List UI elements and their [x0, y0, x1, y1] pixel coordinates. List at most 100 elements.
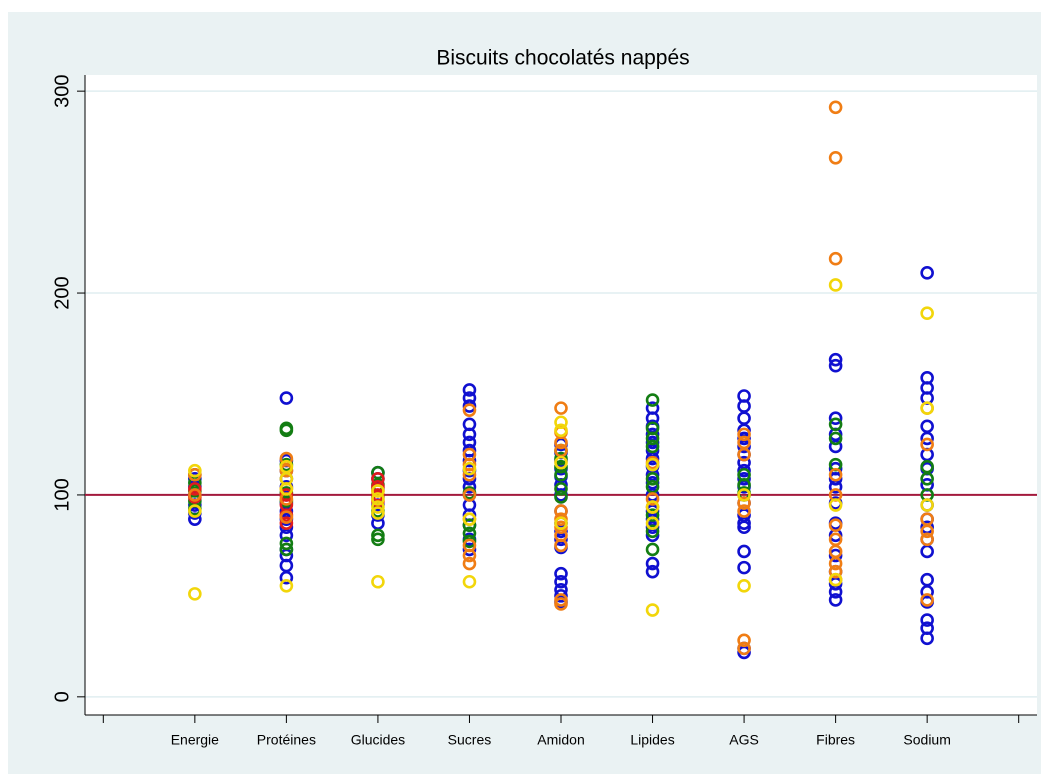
- x-tick-label: Glucides: [351, 732, 405, 748]
- data-point: [645, 435, 660, 450]
- data-point: [462, 383, 477, 397]
- plot-area: [85, 75, 1037, 715]
- data-point: [188, 467, 202, 482]
- data-point: [554, 589, 568, 603]
- data-point: [828, 532, 843, 547]
- data-point: [462, 443, 477, 458]
- data-point: [188, 463, 202, 478]
- data-point: [737, 435, 751, 450]
- data-point: [737, 463, 751, 478]
- data-point: [645, 542, 660, 557]
- data-point: [554, 520, 568, 535]
- data-point: [371, 506, 385, 520]
- data-point: [737, 471, 751, 486]
- data-point: [737, 431, 751, 446]
- data-point: [828, 417, 843, 432]
- data-point: [920, 498, 934, 512]
- data-point: [828, 498, 843, 512]
- x-tick-label: Sucres: [448, 732, 492, 748]
- data-point: [828, 150, 843, 165]
- data-point: [279, 451, 294, 466]
- data-point: [554, 451, 568, 466]
- data-point: [554, 415, 568, 430]
- data-point: [828, 572, 843, 587]
- data-point: [828, 461, 843, 476]
- data-point: [188, 482, 202, 496]
- data-point: [371, 574, 385, 589]
- x-tick-label: Lipides: [630, 732, 674, 748]
- y-tick-label: 100: [51, 478, 73, 511]
- data-point: [279, 536, 294, 551]
- data-point: [645, 500, 660, 514]
- data-point: [645, 524, 660, 539]
- x-tick-label: Sodium: [903, 732, 950, 748]
- data-point: [645, 556, 660, 571]
- data-point: [188, 587, 202, 601]
- data-point: [828, 548, 843, 563]
- data-point: [554, 401, 568, 415]
- data-point: [920, 419, 934, 434]
- data-point: [554, 490, 568, 504]
- data-point: [279, 391, 294, 405]
- data-point: [737, 488, 751, 502]
- x-tick-label: Fibres: [816, 732, 855, 748]
- data-point: [462, 403, 477, 417]
- data-point: [828, 411, 843, 426]
- chart-title: Biscuits chocolatés nappés: [436, 47, 689, 70]
- data-point: [371, 492, 385, 506]
- data-point: [920, 572, 934, 587]
- data-point: [462, 512, 477, 526]
- y-tick-label: 0: [51, 691, 73, 702]
- data-point: [920, 593, 934, 607]
- data-point: [920, 621, 934, 635]
- x-tick-label: Energie: [171, 732, 219, 748]
- data-point: [554, 516, 568, 531]
- data-point: [371, 465, 385, 480]
- y-tick-label: 300: [51, 74, 73, 107]
- data-point: [279, 488, 294, 502]
- data-point: [462, 556, 477, 571]
- data-point: [462, 447, 477, 462]
- data-point: [920, 401, 934, 415]
- data-point: [828, 100, 843, 115]
- data-point: [462, 574, 477, 589]
- data-point: [371, 532, 385, 547]
- data-point: [188, 504, 202, 518]
- data-point: [828, 564, 843, 579]
- data-point: [279, 510, 294, 524]
- data-point: [737, 560, 751, 575]
- data-point: [279, 421, 294, 436]
- data-point: [279, 542, 294, 557]
- data-point: [645, 516, 660, 531]
- data-point: [645, 508, 660, 522]
- data-point: [828, 593, 843, 607]
- data-point: [645, 603, 660, 617]
- data-point: [828, 518, 843, 533]
- data-point: [737, 641, 751, 656]
- data-point: [645, 439, 660, 454]
- data-point: [462, 399, 477, 413]
- x-tick-label: Amidon: [537, 732, 584, 748]
- data-point: [737, 544, 751, 559]
- data-point: [462, 461, 477, 476]
- data-point: [737, 633, 751, 648]
- data-point: [828, 358, 843, 373]
- data-point: [828, 431, 843, 446]
- data-point: [554, 423, 568, 438]
- data-point: [737, 427, 751, 442]
- data-point: [645, 564, 660, 579]
- data-point: [645, 471, 660, 486]
- data-point: [645, 393, 660, 407]
- data-point: [462, 534, 477, 549]
- data-point: [645, 421, 660, 436]
- data-point: [645, 457, 660, 472]
- data-point: [737, 578, 751, 593]
- data-point: [554, 593, 568, 607]
- data-point: [920, 306, 934, 321]
- x-tick-label: AGS: [729, 732, 759, 748]
- data-point: [828, 352, 843, 367]
- data-point: [828, 278, 843, 292]
- data-point: [462, 417, 477, 432]
- data-point: [462, 538, 477, 553]
- data-point: [554, 574, 568, 589]
